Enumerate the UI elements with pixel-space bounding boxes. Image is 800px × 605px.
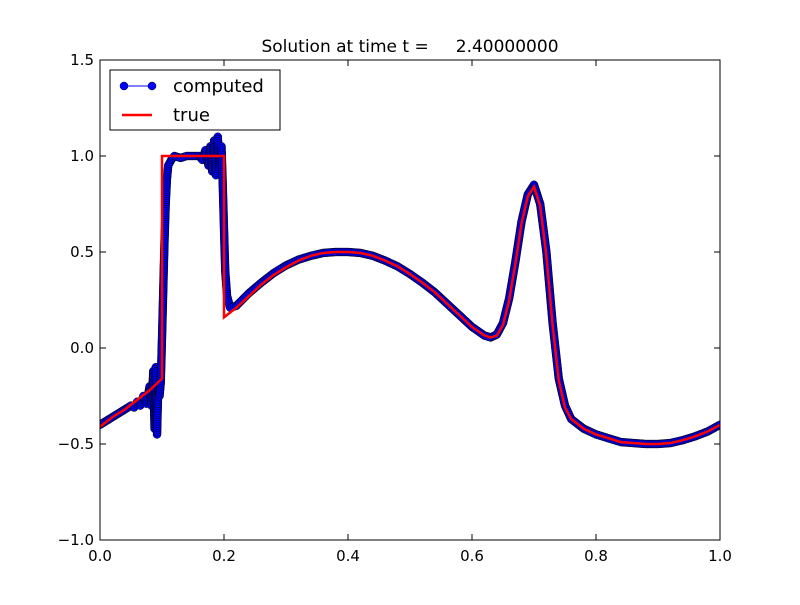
y-tick-label: 1.0 bbox=[70, 147, 94, 165]
y-tick-label: 1.5 bbox=[70, 51, 94, 69]
y-tick-label: 0.0 bbox=[70, 339, 94, 357]
legend: computed true bbox=[109, 69, 281, 131]
x-tick-label: 0.0 bbox=[88, 547, 112, 565]
x-tick-label: 0.4 bbox=[336, 547, 360, 565]
plot-area bbox=[99, 132, 721, 449]
chart-title: Solution at time t = 2.40000000 bbox=[261, 37, 558, 57]
legend-label-computed: computed bbox=[173, 76, 264, 97]
y-tick-label: 0.5 bbox=[70, 243, 94, 261]
legend-label-true: true bbox=[173, 105, 210, 126]
y-tick-label: −1.0 bbox=[58, 531, 94, 549]
x-tick-label: 0.2 bbox=[212, 547, 236, 565]
x-tick-label: 1.0 bbox=[708, 547, 732, 565]
y-axis: −1.0 −0.5 0.0 0.5 1.0 1.5 bbox=[58, 51, 720, 549]
true-line bbox=[99, 154, 721, 446]
legend-box bbox=[109, 69, 281, 131]
y-tick-label: −0.5 bbox=[58, 435, 94, 453]
axes-frame bbox=[99, 59, 721, 541]
legend-computed-marker bbox=[147, 81, 157, 91]
x-axis: 0.0 0.2 0.4 0.6 0.8 1.0 bbox=[88, 60, 732, 565]
x-tick-label: 0.8 bbox=[584, 547, 608, 565]
x-tick-label: 0.6 bbox=[460, 547, 484, 565]
legend-computed-marker bbox=[119, 81, 129, 91]
